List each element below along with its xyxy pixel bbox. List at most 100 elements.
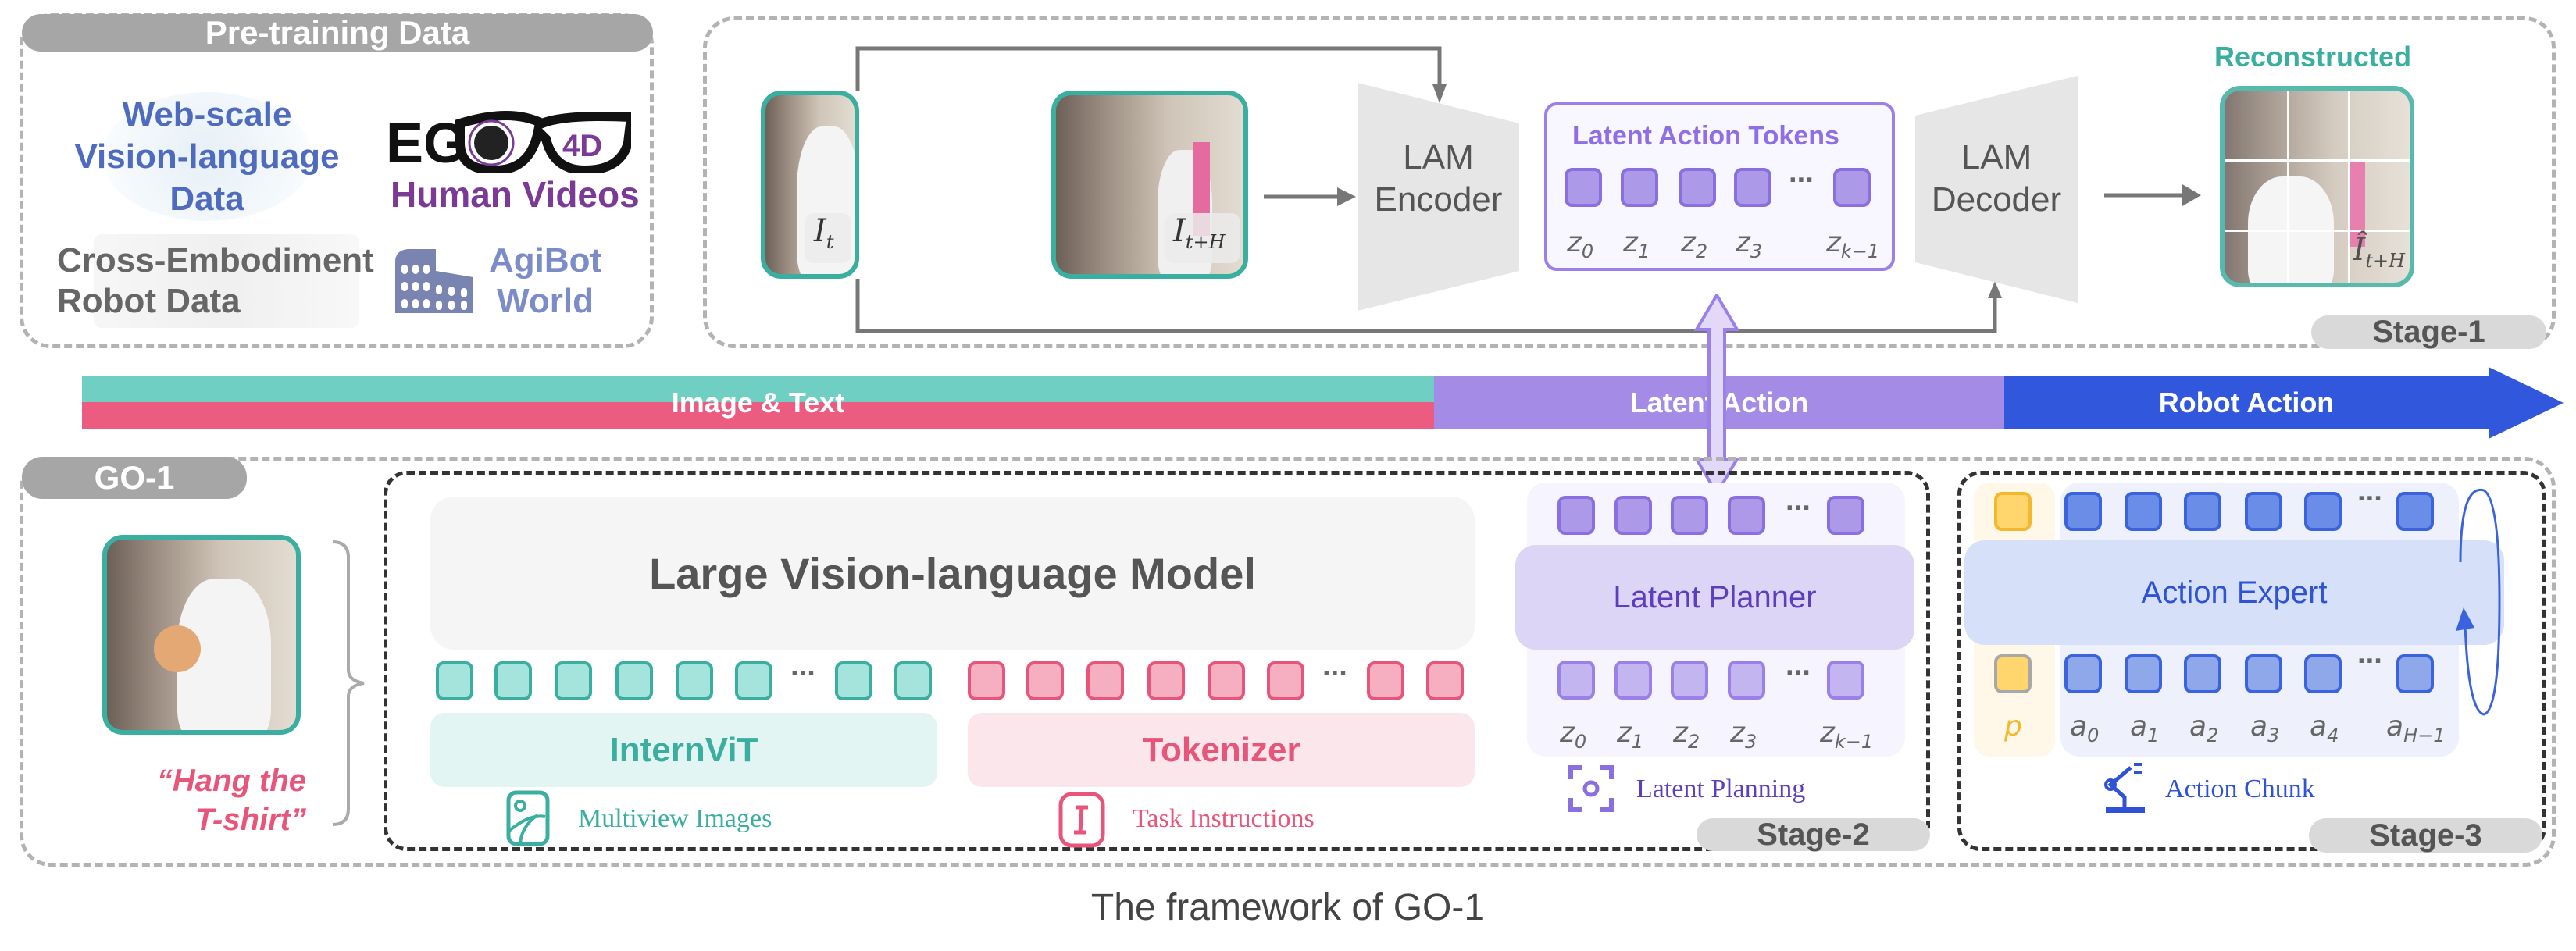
- action-token-output: [2304, 492, 2342, 531]
- image-token: [615, 661, 653, 700]
- image-token: [494, 661, 532, 700]
- frame-it-label: It: [805, 213, 851, 263]
- action-token-input: [2064, 654, 2102, 693]
- task-instructions-label: Task Instructions: [1133, 804, 1315, 833]
- internvit-box: InternViT: [430, 713, 937, 787]
- feedback-line-bottom: [855, 279, 1997, 333]
- action-token-input: [2304, 654, 2342, 693]
- a-label: a3: [2250, 711, 2280, 747]
- focus-icon: [1568, 765, 1614, 812]
- latent-token-input: [1671, 661, 1708, 700]
- feedback-line-top: [855, 46, 1442, 92]
- lam-token: [1679, 168, 1716, 207]
- encoder-line1: LAM: [1403, 138, 1474, 176]
- latent-token-input: [1728, 661, 1765, 700]
- text-cursor-icon: [1058, 792, 1105, 848]
- web-line3: Data: [169, 180, 244, 218]
- a-label: a2: [2189, 711, 2219, 747]
- action-token-input: [2184, 654, 2221, 693]
- z-label: z3: [1730, 717, 1757, 753]
- action-token-output: [2125, 492, 2162, 531]
- latent-token-output: [1671, 496, 1708, 535]
- image-token: [894, 661, 932, 700]
- latent-token-input: [1614, 661, 1652, 700]
- reconstructed-image: Ît+H: [2220, 86, 2414, 287]
- text-token: [1267, 661, 1304, 700]
- ellipsis: ···: [1786, 492, 1812, 525]
- action-token-input: [2245, 654, 2282, 693]
- z-label: z2: [1673, 717, 1700, 753]
- cross-line2: Robot Data: [57, 282, 241, 320]
- latent-token-output: [1614, 496, 1652, 535]
- agibot-world-label: AgiBot World: [489, 240, 601, 322]
- input-observation-image: [102, 535, 301, 735]
- reconstructed-label: Reconstructed: [2214, 41, 2412, 73]
- action-chunk-label: Action Chunk: [2165, 775, 2315, 803]
- go1-panel: [20, 457, 2556, 867]
- vlm-stage2-box: [384, 471, 1930, 851]
- human-videos-label: Human Videos: [391, 174, 640, 215]
- input-bracket: [332, 540, 365, 826]
- ego4d-logo: EG 4D: [386, 108, 637, 176]
- latent-token-output: [1728, 496, 1765, 535]
- ellipsis: ···: [2357, 483, 2384, 515]
- web-line2: Vision-language: [74, 137, 340, 176]
- latent-action-tokens-title: Latent Action Tokens: [1572, 121, 1839, 151]
- web-line1: Web-scale: [122, 95, 292, 134]
- shirt-shape: [2248, 176, 2334, 283]
- p-label: p: [2004, 711, 2022, 743]
- instruction-line1: “Hang the: [156, 764, 306, 798]
- z-label: z1: [1617, 717, 1644, 753]
- ellipsis: ···: [2357, 645, 2384, 678]
- text-token: [1426, 661, 1464, 700]
- text-token: [1147, 661, 1185, 700]
- arrowhead-to-encoder: [1337, 187, 1356, 206]
- latent-token-input: [1827, 661, 1864, 700]
- cross-embodiment-label: Cross-Embodiment Robot Data: [57, 240, 374, 322]
- pink-shirt-shape: [1193, 142, 1210, 236]
- lam-token: [1833, 168, 1871, 207]
- action-token-output: [2184, 492, 2221, 531]
- stage1-panel: [703, 16, 2556, 348]
- band-arrowhead: [2489, 367, 2564, 439]
- z-label: z0: [1560, 717, 1587, 753]
- latent-token-output: [1827, 496, 1864, 535]
- stage3-badge: Stage-3: [2309, 818, 2542, 853]
- lam-token: [1734, 168, 1771, 207]
- pink-shirt-shape: [2349, 161, 2365, 247]
- frame-ith-label: It+H: [1165, 213, 1240, 263]
- multiview-images-label: Multiview Images: [578, 804, 772, 833]
- web-data-graphic: [102, 92, 312, 221]
- grid-line: [2287, 91, 2289, 283]
- instruction-text: “Hang the T-shirt”: [133, 761, 306, 839]
- stage3-box: [1957, 471, 2546, 851]
- band-image-text-label: Image & Text: [671, 386, 845, 419]
- go1-title: GO-1: [22, 457, 247, 499]
- lam-token: [1565, 168, 1602, 207]
- stage1-arrows: [855, 46, 2201, 333]
- text-token: [1026, 661, 1064, 700]
- image-token: [835, 661, 872, 700]
- action-token-input: [2125, 654, 2162, 693]
- agibot-line1: AgiBot: [489, 241, 602, 280]
- vlm-box: Large Vision-language Model: [430, 497, 1475, 650]
- decoder-line1: LAM: [1961, 138, 2032, 176]
- stage1-badge: Stage-1: [2311, 315, 2546, 349]
- frame-ith-image: It+H: [1051, 91, 1248, 279]
- svg-text:4D: 4D: [562, 129, 602, 163]
- proprio-token-input: [1994, 654, 2032, 693]
- robot-arms-graphic: [94, 234, 359, 328]
- denoise-loop-arrow: [2456, 488, 2501, 716]
- stage2-badge: Stage-2: [1697, 817, 1930, 852]
- encoder-line2: Encoder: [1374, 180, 1503, 219]
- proprio-token-output: [1994, 492, 2032, 531]
- action-token-output: [2064, 492, 2102, 531]
- figure-caption: The framework of GO-1: [1090, 886, 1486, 928]
- lam-encoder-label: LAM Encoder: [1358, 137, 1519, 221]
- text-token: [1086, 661, 1124, 700]
- image-token: [735, 661, 772, 700]
- a-label: a0: [2070, 711, 2100, 747]
- z-label: z3: [1736, 226, 1763, 263]
- svg-text:EG: EG: [386, 112, 467, 173]
- tokenizer-box: Tokenizer: [968, 713, 1475, 787]
